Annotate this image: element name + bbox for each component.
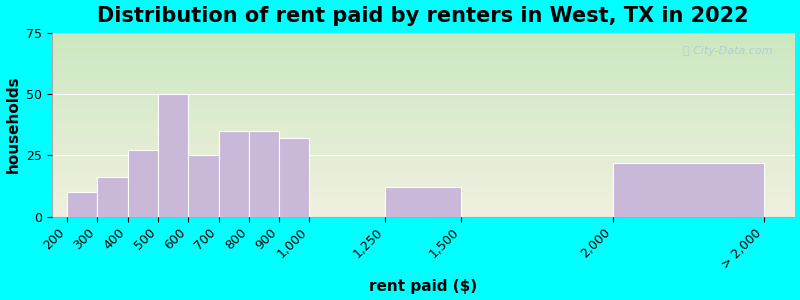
Bar [158,94,188,217]
Bar [188,155,218,217]
Bar [279,138,310,217]
Bar [128,150,158,217]
X-axis label: rent paid ($): rent paid ($) [369,279,478,294]
Bar [249,131,279,217]
Bar [386,187,461,217]
Bar [98,177,128,217]
Y-axis label: households: households [6,76,21,173]
Bar [67,192,98,217]
Bar [613,163,764,217]
Bar [218,131,249,217]
Title: Distribution of rent paid by renters in West, TX in 2022: Distribution of rent paid by renters in … [98,6,749,26]
Text: ⛲ City-Data.com: ⛲ City-Data.com [682,46,772,56]
